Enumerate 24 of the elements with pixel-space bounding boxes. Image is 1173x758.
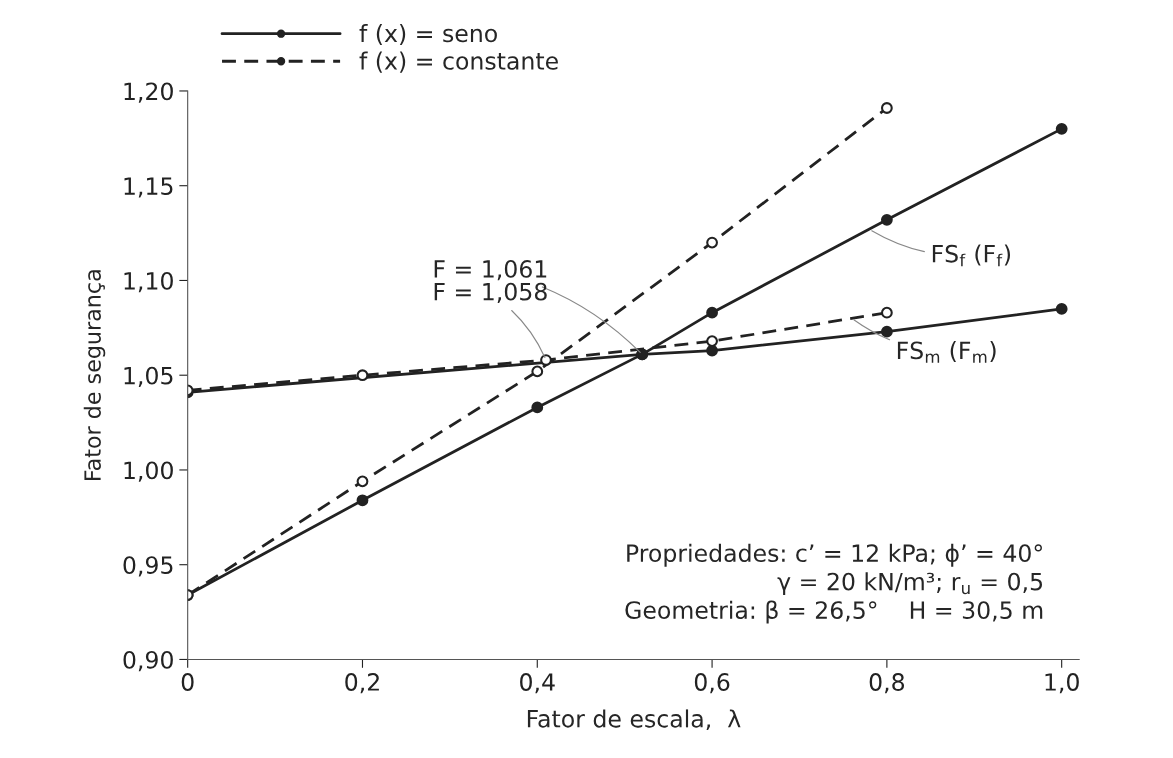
x-tick-label: 0,6: [694, 673, 730, 694]
y-tick-label: 1,00: [124, 461, 173, 482]
y-tick-label: 1,05: [124, 366, 173, 387]
x-axis-title: Fator de escala, λ: [527, 709, 741, 731]
x-tick-label: 0,4: [520, 673, 555, 694]
x-tick-label: 0,2: [345, 673, 379, 694]
annotation: Geometria: β = 26,5° H = 30,5 m: [625, 600, 1043, 624]
x-tick-label: 0,8: [869, 673, 905, 694]
legend-label: f (x) = constante: [359, 51, 558, 73]
annotation: γ = 20 kN/m³; r$_{u}$ = 0,5: [777, 572, 1043, 596]
y-axis-title: Fator de segurança: [83, 270, 106, 480]
legend-label: f (x) = seno: [359, 24, 497, 46]
y-tick-label: 1,20: [124, 82, 173, 103]
y-tick-label: 0,90: [123, 650, 173, 672]
annotation: F = 1,061: [434, 259, 547, 281]
x-tick-label: 0: [181, 673, 194, 691]
annotation: Propriedades: c’ = 12 kPa; ϕ’ = 40°: [627, 543, 1042, 567]
y-tick-label: 1,10: [124, 271, 173, 293]
y-tick-label: 1,15: [124, 177, 173, 198]
annotation: F = 1,058: [434, 282, 547, 303]
annotation: FS$_{f}$ (F$_{f}$): [932, 244, 1011, 267]
y-tick-label: 0,95: [123, 556, 173, 577]
annotation: FS$_{m}$ (F$_{m}$): [897, 341, 996, 363]
x-tick-label: 1,0: [1045, 673, 1079, 694]
